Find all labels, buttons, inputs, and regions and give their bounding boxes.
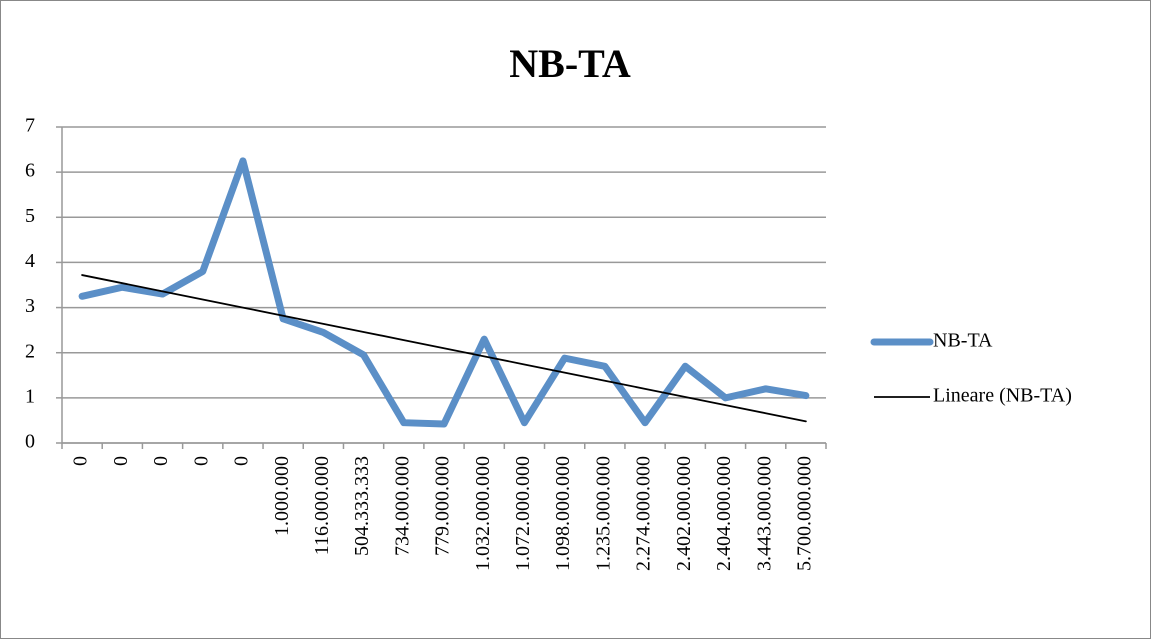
legend-label: Lineare (NB-TA): [933, 385, 1072, 407]
x-tick-label: 0: [190, 456, 212, 466]
line-series: [81, 274, 807, 423]
x-tick-label: 2.404.000.000: [713, 456, 735, 571]
x-tick-label: 0: [150, 456, 172, 466]
y-tick-label: 1: [25, 385, 35, 407]
y-tick-label: 5: [25, 205, 35, 227]
x-tick-label: 5.700.000.000: [793, 456, 815, 571]
x-tick-label: 2.274.000.000: [633, 456, 655, 571]
x-tick-label: 1.000.000: [271, 456, 293, 536]
x-tick-label: 2.402.000.000: [673, 456, 695, 571]
x-tick-label: 779.000.000: [432, 456, 454, 556]
y-tick-label: 7: [25, 115, 35, 137]
x-tick-label: 1.098.000.000: [552, 456, 574, 571]
x-tick-label: 1.072.000.000: [512, 456, 534, 571]
x-tick-label: 0: [110, 456, 132, 466]
x-tick-label: 0: [231, 456, 253, 466]
x-tick-label: 116.000.000: [311, 456, 333, 555]
x-tick-label: 0: [70, 456, 92, 466]
line-series: [78, 157, 810, 428]
x-tick-label: 504.333.333: [351, 456, 373, 556]
chart-title: NB-TA: [509, 41, 631, 86]
x-tick-label: 3.443.000.000: [753, 456, 775, 571]
x-tick-label: 734.000.000: [391, 456, 413, 556]
legend-label: NB-TA: [933, 330, 993, 352]
y-tick-label: 0: [25, 431, 35, 453]
y-tick-label: 3: [25, 295, 35, 317]
x-tick-label: 1.032.000.000: [472, 456, 494, 571]
x-tick-label: 1.235.000.000: [592, 456, 614, 571]
y-tick-label: 4: [25, 250, 35, 272]
y-tick-label: 6: [25, 160, 35, 182]
y-tick-label: 2: [25, 340, 35, 362]
